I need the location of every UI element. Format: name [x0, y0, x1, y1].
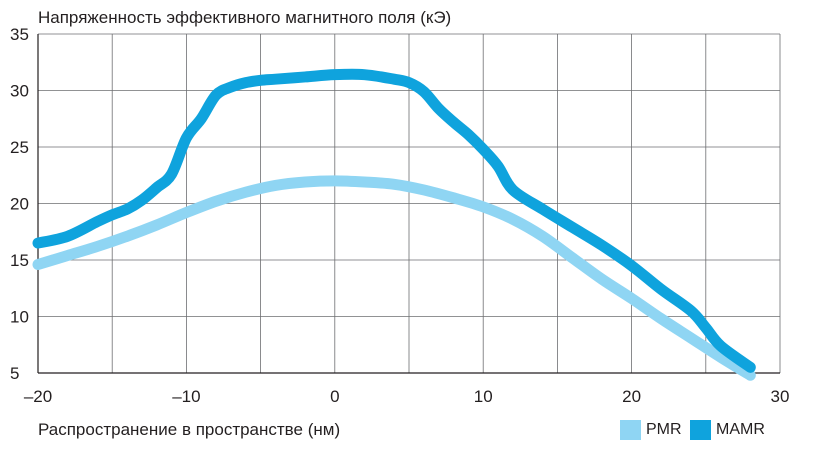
y-tick-label: 10: [10, 308, 29, 327]
legend-item-mamr: MAMR: [690, 420, 765, 440]
tick-labels: 5 10 15 20 25 30 35 –20 –10 0 10 20 30: [10, 25, 789, 406]
y-tick-label: 30: [10, 82, 29, 101]
x-tick-label: –20: [24, 387, 52, 406]
legend-label-pmr: PMR: [646, 421, 682, 438]
x-tick-label: 20: [622, 387, 641, 406]
axes: [37, 34, 780, 374]
y-tick-label: 5: [10, 364, 19, 383]
legend-swatch-pmr: [620, 420, 641, 440]
x-tick-label: 10: [474, 387, 493, 406]
y-tick-label: 15: [10, 251, 29, 270]
x-tick-label: 0: [330, 387, 339, 406]
y-tick-label: 25: [10, 138, 29, 157]
x-axis-label: Распространение в пространстве (нм): [38, 420, 341, 439]
series-lines: [32, 68, 756, 381]
legend-item-pmr: PMR: [620, 420, 682, 440]
legend-label-mamr: MAMR: [716, 421, 765, 438]
chart-title: Напряженность эффективного магнитного по…: [38, 8, 452, 27]
y-tick-label: 20: [10, 195, 29, 214]
y-tick-label: 35: [10, 25, 29, 44]
x-tick-label: –10: [172, 387, 200, 406]
series-line-mamr: [32, 68, 756, 373]
legend-swatch-mamr: [690, 420, 711, 440]
x-tick-label: 30: [771, 387, 790, 406]
series-line-pmr: [32, 175, 756, 381]
